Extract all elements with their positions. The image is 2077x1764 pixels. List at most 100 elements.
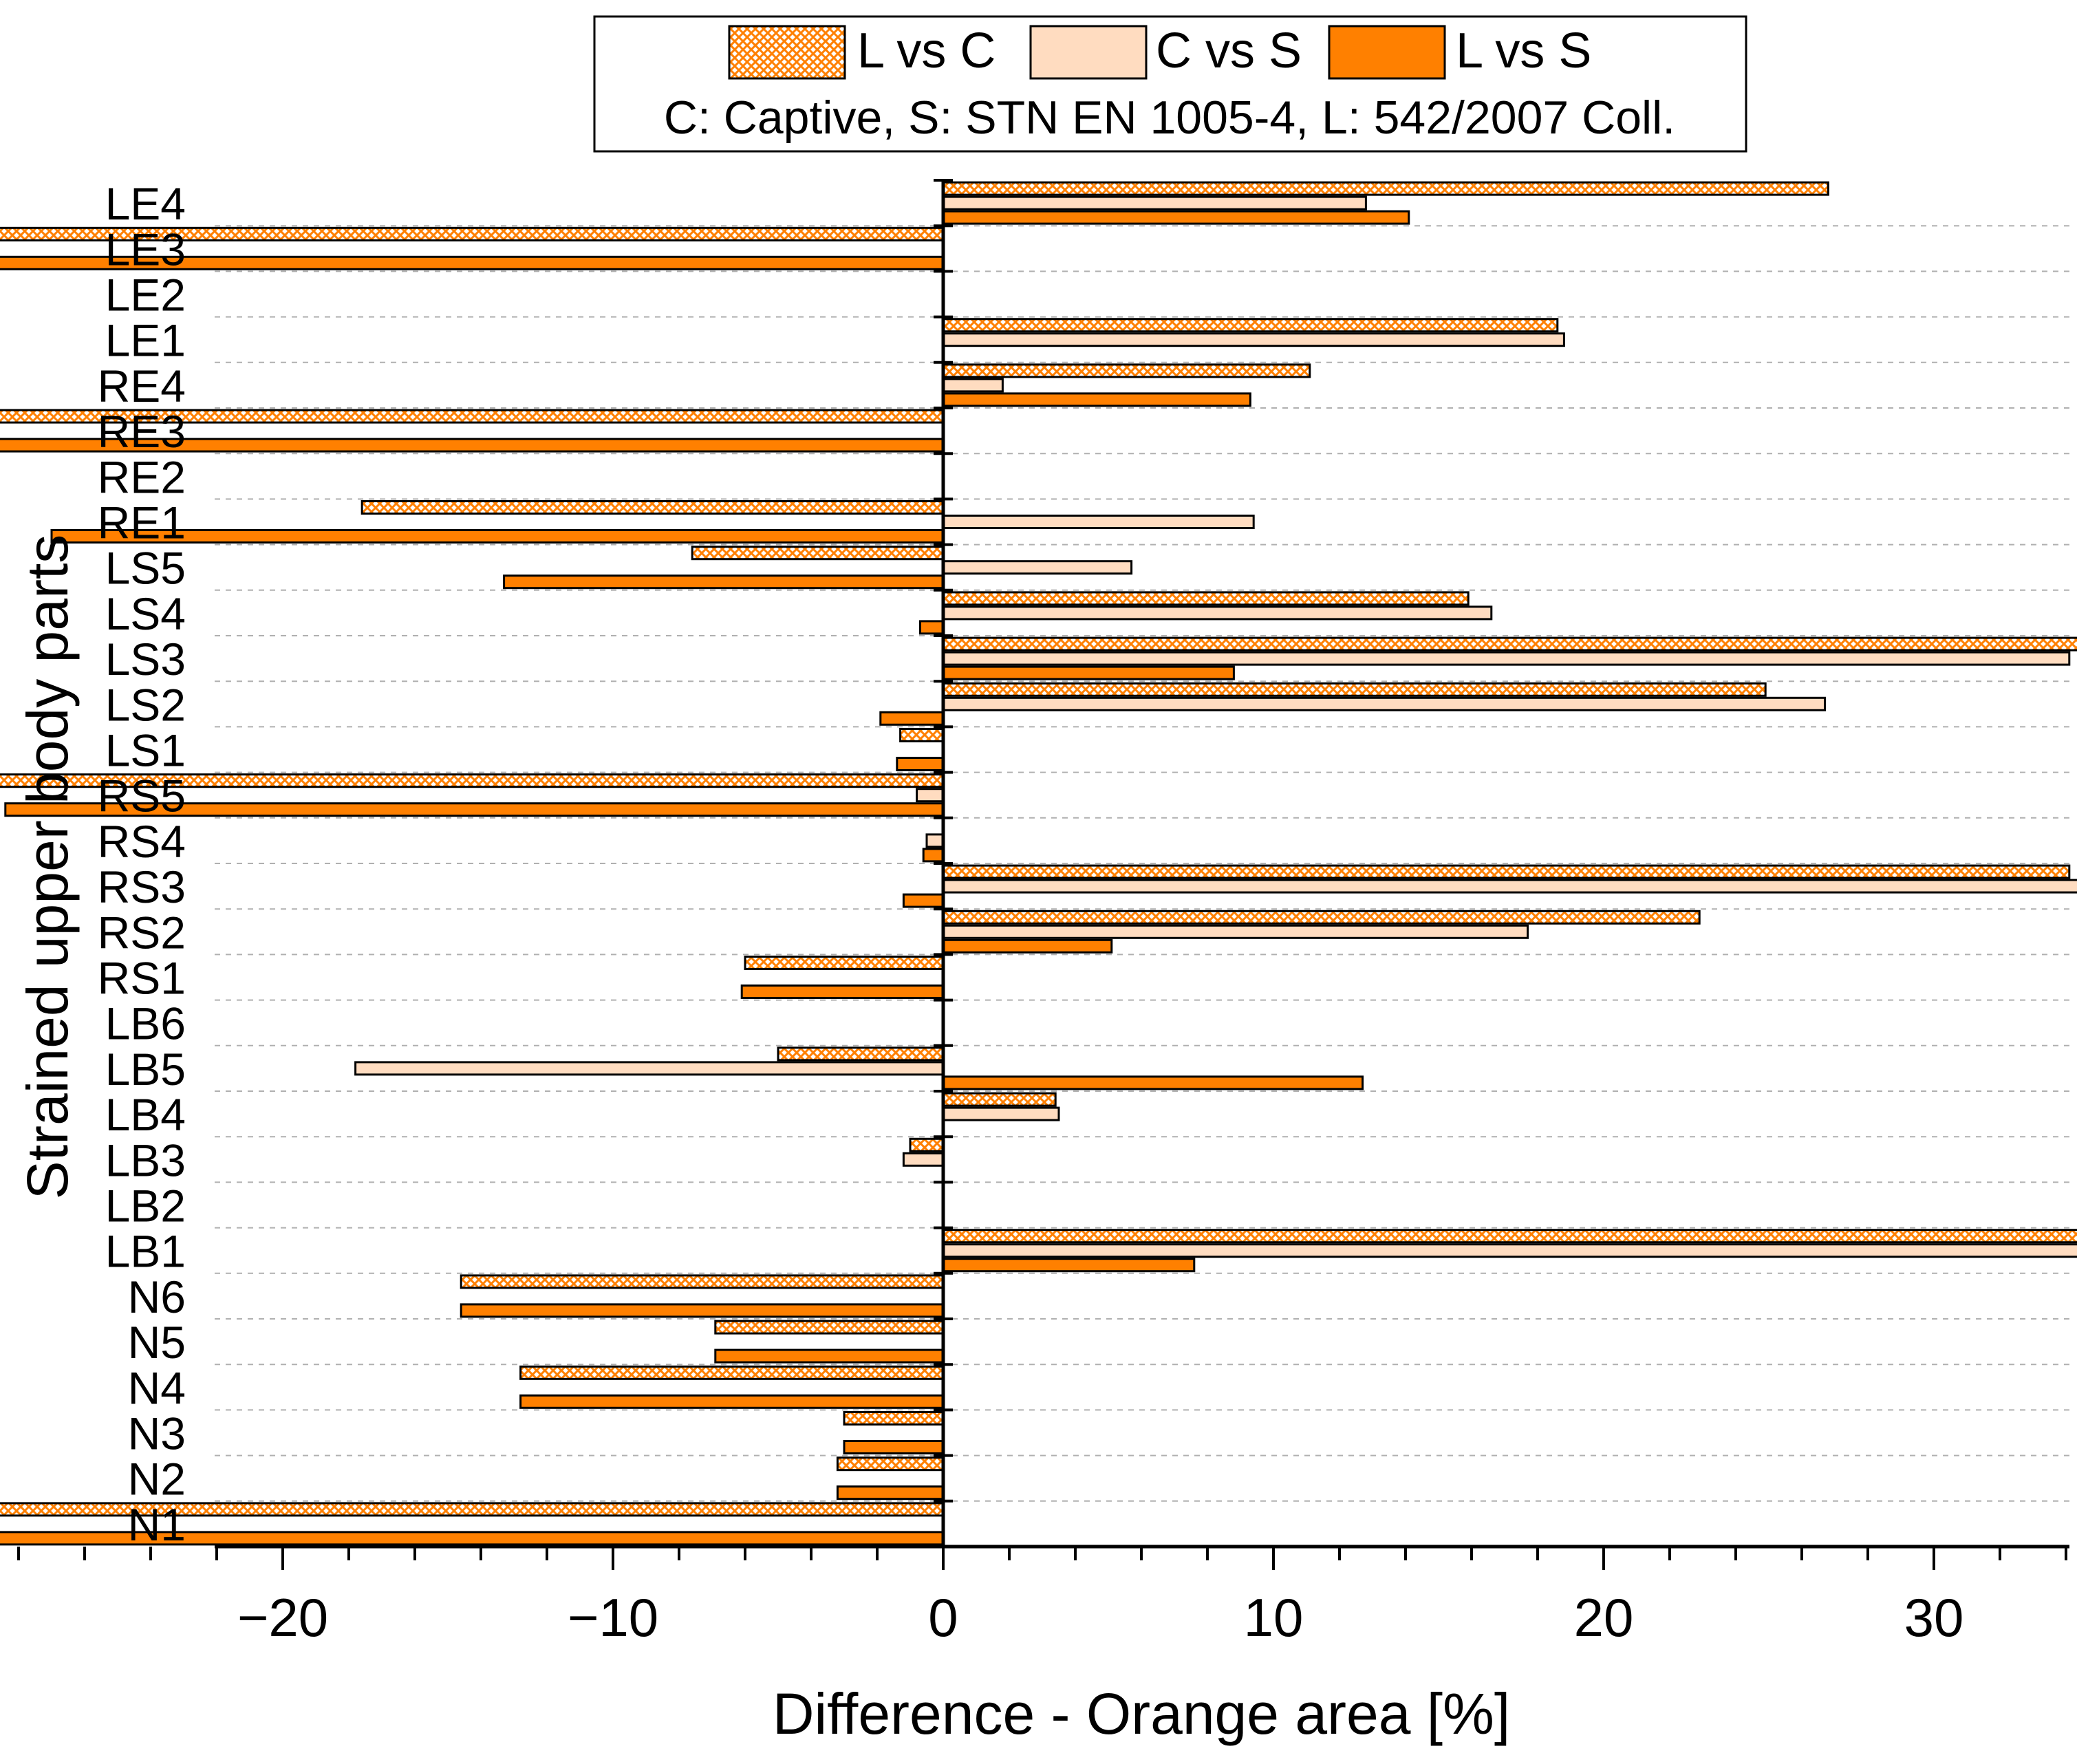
bar-ls5-l-vs-c [691,546,945,561]
category-label-lb5: LB5 [105,1044,186,1095]
x-tick-label: 0 [928,1587,958,1648]
bar-ls5-c-vs-s [942,560,1133,575]
category-label-ls5: LS5 [105,543,186,594]
category-label-rs4: RS4 [98,816,186,867]
bar-re4-c-vs-s [942,378,1004,393]
category-label-lb3: LB3 [105,1134,186,1185]
bar-le4-c-vs-s [942,195,1367,211]
bar-rs2-l-vs-s [942,938,1113,954]
bar-ls3-l-vs-c [942,636,2077,652]
bar-n6-l-vs-c [460,1274,945,1289]
category-label-n3: N3 [128,1408,186,1459]
bar-lb5-c-vs-s [354,1061,945,1076]
legend-swatch-l-vs-c [728,25,846,80]
bar-re4-l-vs-s [942,392,1251,407]
bar-le4-l-vs-s [942,210,1410,225]
bar-rs4-l-vs-s [922,848,945,863]
bar-ls2-l-vs-c [942,682,1767,697]
legend-label-c-vs-s: C vs S [1156,23,1302,78]
bar-le4-l-vs-c [942,181,1829,196]
bar-lb5-l-vs-c [777,1046,945,1062]
bar-n4-l-vs-s [519,1394,945,1409]
category-label-ls1: LS1 [105,725,186,776]
x-tick-label: −10 [568,1587,658,1648]
category-label-re3: RE3 [98,406,186,457]
legend-swatch-c-vs-s [1029,25,1148,80]
category-label-lb4: LB4 [105,1089,186,1140]
bar-rs3-c-vs-s [942,879,2077,894]
bar-ls2-c-vs-s [942,696,1827,711]
bar-ls4-c-vs-s [942,605,1493,621]
bar-lb3-l-vs-c [909,1137,945,1152]
bar-ls2-l-vs-s [879,711,945,726]
category-label-n4: N4 [128,1362,186,1413]
category-label-le1: LE1 [105,315,186,366]
category-label-lb2: LB2 [105,1181,186,1231]
category-label-le4: LE4 [105,178,186,229]
x-tick-label: 20 [1574,1587,1634,1648]
category-label-rs2: RS2 [98,907,186,958]
bar-le1-c-vs-s [942,332,1565,347]
legend-note: C: Captive, S: STN EN 1005-4, L: 542/200… [664,92,1675,144]
bar-re4-l-vs-c [942,363,1311,378]
bar-rs3-l-vs-c [942,864,2071,879]
y-axis-label: Strained upper body parts [15,535,80,1200]
category-label-re1: RE1 [98,497,186,548]
gridlines [215,225,2069,1502]
bar-ls1-l-vs-s [896,757,945,771]
legend-label-l-vs-s: L vs S [1456,23,1591,78]
category-label-le3: LE3 [105,224,186,275]
x-axis-label: Difference - Orange area [%] [773,1681,1510,1746]
category-label-ls2: LS2 [105,679,186,730]
category-label-rs5: RS5 [98,771,186,821]
x-tick-label: −20 [237,1587,328,1648]
bar-lb4-c-vs-s [942,1106,1060,1121]
bar-n2-l-vs-s [836,1485,945,1501]
bars [0,181,2077,1546]
category-label-rs3: RS3 [98,861,186,912]
axes [17,179,2069,1570]
category-label-re4: RE4 [98,361,186,411]
category-label-ls3: LS3 [105,634,186,685]
bar-n5-l-vs-c [714,1320,945,1335]
bar-ls4-l-vs-s [918,620,945,635]
x-tick-label: 30 [1904,1587,1964,1648]
bar-rs5-c-vs-s [916,788,945,803]
bar-ls3-c-vs-s [942,651,2071,666]
x-tick-labels: −40−30−20−100102030405060 [237,1587,1964,1648]
bar-ls5-l-vs-s [503,574,945,590]
bar-lb1-l-vs-c [942,1229,2077,1244]
category-label-n6: N6 [128,1271,186,1322]
bar-rs1-l-vs-c [744,956,945,970]
legend-label-l-vs-c: L vs C [857,23,996,78]
bar-rs2-c-vs-s [942,924,1529,939]
category-label-lb1: LB1 [105,1226,186,1277]
bar-ls4-l-vs-c [942,591,1470,606]
bar-n2-l-vs-c [836,1456,945,1472]
bar-lb1-l-vs-s [942,1258,1196,1273]
category-label-rs1: RS1 [98,953,186,1004]
category-label-n5: N5 [128,1317,186,1368]
category-label-le2: LE2 [105,270,186,321]
bar-rs1-l-vs-s [740,985,945,999]
category-label-lb6: LB6 [105,998,186,1049]
category-label-re2: RE2 [98,451,186,502]
category-label-n1: N1 [128,1499,186,1550]
bar-ls3-l-vs-s [942,665,1235,680]
bar-lb4-l-vs-c [942,1092,1057,1107]
bar-re1-l-vs-c [360,500,945,515]
bar-n3-l-vs-s [843,1440,945,1454]
bar-rs2-l-vs-c [942,910,1701,925]
bar-rs4-c-vs-s [925,833,945,848]
bar-rs3-l-vs-s [902,893,945,908]
category-label-ls4: LS4 [105,588,186,639]
bar-ls1-l-vs-c [899,728,945,742]
category-label-n2: N2 [128,1454,186,1505]
x-tick-label: 10 [1244,1587,1304,1648]
legend-swatch-l-vs-s [1328,25,1446,80]
bar-re1-c-vs-s [942,515,1255,529]
bar-n5-l-vs-s [714,1348,945,1364]
bar-lb1-c-vs-s [942,1243,2077,1258]
bar-n6-l-vs-s [460,1303,945,1318]
